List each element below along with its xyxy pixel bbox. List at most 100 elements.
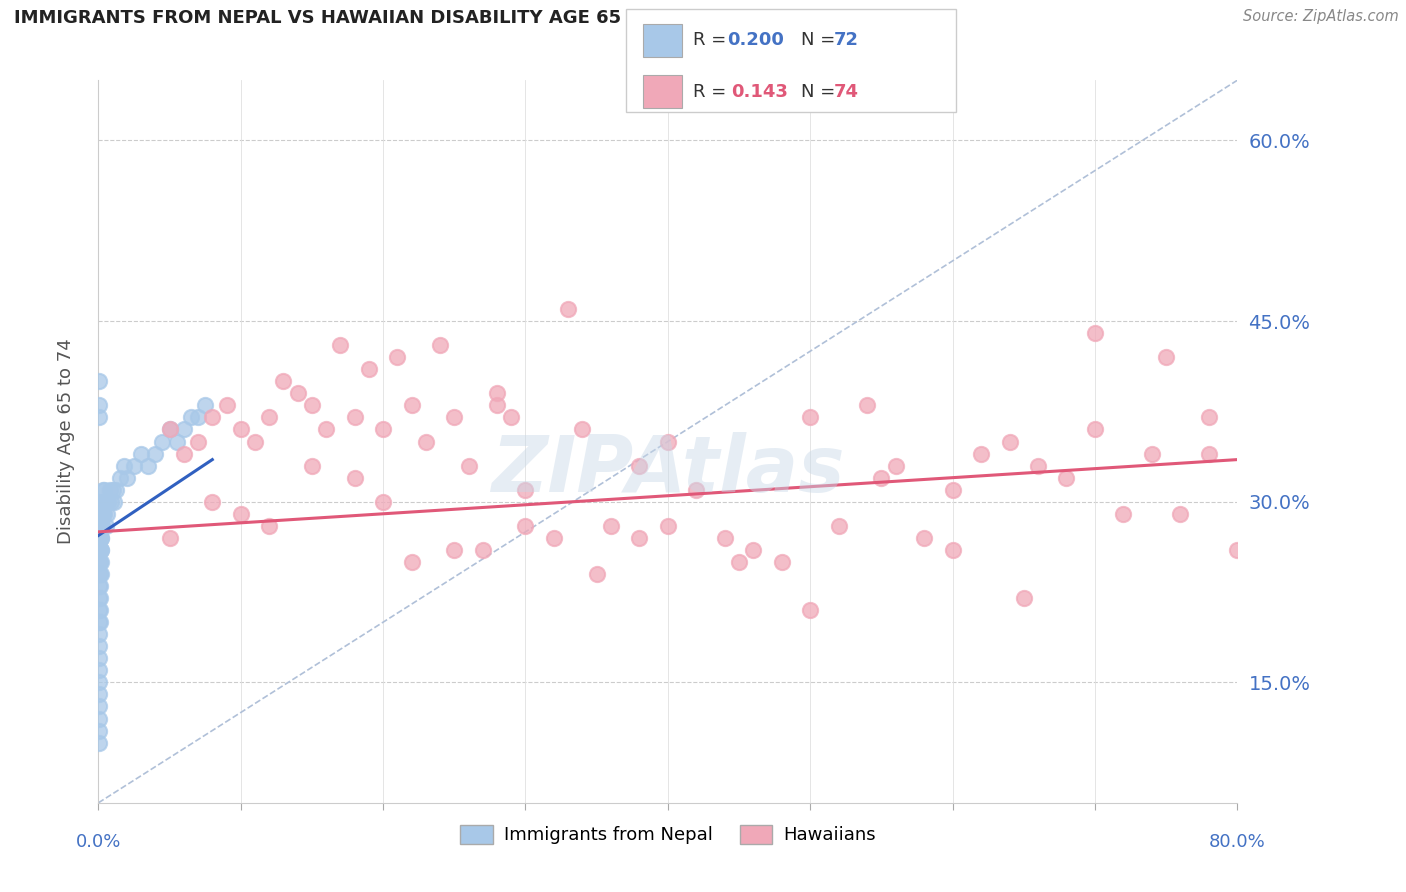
Point xyxy=(187,410,209,425)
Point xyxy=(1056,471,1078,485)
Point xyxy=(89,375,111,389)
Point xyxy=(585,567,607,582)
Point xyxy=(103,494,125,508)
Point xyxy=(770,555,793,569)
Point xyxy=(1112,507,1135,521)
Point xyxy=(1140,446,1163,460)
Text: 0.0%: 0.0% xyxy=(76,833,121,851)
Point xyxy=(94,519,117,533)
Point xyxy=(90,519,112,533)
Point xyxy=(89,519,111,533)
Point xyxy=(387,350,409,364)
Point xyxy=(112,458,135,473)
Point xyxy=(1226,542,1249,557)
Point xyxy=(89,591,111,606)
Point xyxy=(371,423,394,437)
Point xyxy=(657,519,679,533)
Point xyxy=(122,458,145,473)
Point xyxy=(600,519,623,533)
Text: Source: ZipAtlas.com: Source: ZipAtlas.com xyxy=(1243,9,1399,24)
Point xyxy=(129,446,152,460)
Point xyxy=(115,471,138,485)
Point xyxy=(89,639,111,653)
Point xyxy=(343,471,366,485)
Point xyxy=(89,519,111,533)
Point xyxy=(101,483,124,497)
Point xyxy=(343,410,366,425)
Point xyxy=(159,423,181,437)
Point xyxy=(93,507,115,521)
Point xyxy=(301,398,323,412)
Text: 0.200: 0.200 xyxy=(727,31,783,49)
Point xyxy=(159,531,181,545)
Point xyxy=(145,446,167,460)
Point xyxy=(89,675,111,690)
Point xyxy=(89,699,111,714)
Point xyxy=(89,615,111,630)
Point xyxy=(91,507,114,521)
Point xyxy=(104,483,127,497)
Point xyxy=(89,651,111,665)
Point xyxy=(799,603,821,617)
Point xyxy=(371,494,394,508)
Point xyxy=(1012,591,1035,606)
Point xyxy=(657,434,679,449)
Point xyxy=(571,423,593,437)
Point xyxy=(152,434,174,449)
Point xyxy=(89,410,111,425)
Point xyxy=(93,483,115,497)
Point xyxy=(97,494,120,508)
Point xyxy=(98,483,121,497)
Point xyxy=(229,507,252,521)
Point xyxy=(1170,507,1192,521)
Point xyxy=(89,494,111,508)
Point xyxy=(108,471,131,485)
Point xyxy=(259,519,281,533)
Text: ZIPAtlas: ZIPAtlas xyxy=(491,433,845,508)
Point xyxy=(194,398,217,412)
Point xyxy=(486,386,509,401)
Text: 80.0%: 80.0% xyxy=(1209,833,1265,851)
Point xyxy=(91,483,114,497)
Point xyxy=(315,423,337,437)
Point xyxy=(628,531,651,545)
Point xyxy=(91,494,114,508)
Point xyxy=(187,434,209,449)
Point xyxy=(90,542,112,557)
Point xyxy=(89,627,111,641)
Point xyxy=(89,507,111,521)
Point xyxy=(89,579,111,593)
Point xyxy=(89,687,111,701)
Text: R =: R = xyxy=(693,83,738,101)
Point xyxy=(229,423,252,437)
Point xyxy=(90,567,112,582)
Point xyxy=(942,483,965,497)
Point xyxy=(1084,423,1107,437)
Point xyxy=(90,531,112,545)
Point xyxy=(136,458,159,473)
Point xyxy=(94,494,117,508)
Point xyxy=(89,531,111,545)
Point xyxy=(89,555,111,569)
Point xyxy=(415,434,437,449)
Point xyxy=(215,398,238,412)
Point xyxy=(1084,326,1107,340)
Point xyxy=(443,542,465,557)
Point xyxy=(89,567,111,582)
Point xyxy=(471,542,494,557)
Point xyxy=(1026,458,1049,473)
Text: 74: 74 xyxy=(834,83,859,101)
Point xyxy=(89,398,111,412)
Point xyxy=(714,531,737,545)
Point xyxy=(166,434,188,449)
Point xyxy=(501,410,523,425)
Point xyxy=(728,555,751,569)
Point xyxy=(628,458,651,473)
Point xyxy=(429,338,451,352)
Point xyxy=(329,338,352,352)
Point xyxy=(89,603,111,617)
Point xyxy=(515,519,537,533)
Point xyxy=(443,410,465,425)
Text: 72: 72 xyxy=(834,31,859,49)
Point xyxy=(89,542,111,557)
